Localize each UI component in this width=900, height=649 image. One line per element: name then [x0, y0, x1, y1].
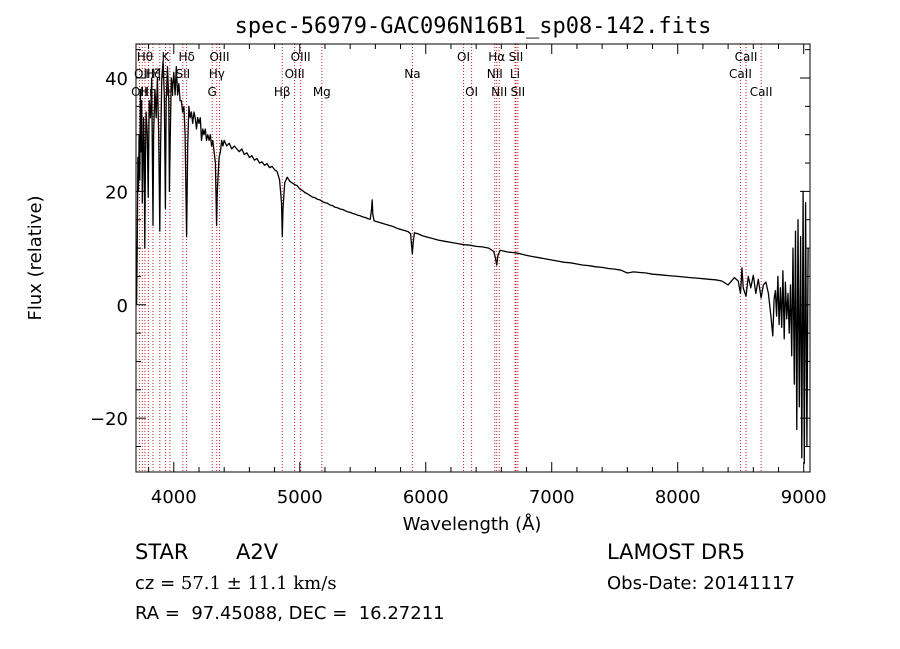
- x-tick-label: 6000: [403, 487, 449, 508]
- spectrum-series: [135, 60, 809, 465]
- line-label: K: [162, 50, 171, 64]
- obs-date: Obs-Date: 20141117: [607, 573, 795, 594]
- x-axis-label: Wavelength (Å): [403, 513, 542, 535]
- line-label: NII: [491, 85, 507, 99]
- y-axis-label: Flux (relative): [25, 195, 46, 320]
- line-label: Hδ: [178, 50, 194, 64]
- y-axis: −20 0 20 40: [90, 49, 810, 447]
- line-markers: [138, 44, 762, 472]
- line-label: CaII: [750, 85, 773, 99]
- x-axis: 4000 5000 6000 7000 8000 9000: [148, 44, 827, 508]
- line-label: SII: [510, 85, 525, 99]
- line-label: SII: [509, 50, 524, 64]
- x-tick-label: 7000: [529, 487, 575, 508]
- line-label: Hζ: [145, 67, 161, 81]
- x-tick-label: 5000: [277, 487, 323, 508]
- chart-title: spec-56979-GAC096N16B1_sp08-142.fits: [235, 14, 712, 39]
- line-label: OIII: [285, 67, 305, 81]
- line-label: OI: [457, 50, 470, 64]
- y-tick-label: −20: [90, 409, 128, 430]
- line-label: Na: [404, 67, 420, 81]
- line-label: OIII: [291, 50, 311, 64]
- line-label: Hε: [152, 67, 168, 81]
- line-label: G: [208, 85, 217, 99]
- line-label: Li: [510, 67, 520, 81]
- x-tick-label: 4000: [151, 487, 197, 508]
- spectrum-line: [135, 60, 809, 465]
- class-label: STAR: [135, 540, 189, 564]
- line-label: OIII: [209, 50, 229, 64]
- survey-label: LAMOST DR5: [607, 540, 746, 564]
- line-label: OII: [134, 67, 151, 81]
- y-tick-label: 20: [105, 182, 128, 203]
- plot-frame: [135, 43, 811, 473]
- subclass-label: A2V: [236, 540, 279, 564]
- line-label: Mg: [313, 85, 331, 99]
- line-label: OI: [465, 85, 478, 99]
- redshift-readout: cz = 57.1 ± 11.1 km/s: [135, 573, 337, 594]
- cz-value: 57.1 ± 11.1 km/s: [180, 573, 337, 594]
- line-label: Hγ: [209, 67, 225, 81]
- line-label: H: [165, 85, 174, 99]
- line-labels: OIIOIIHθHηHζHεKHSIIHδGHγOIIIHβOIIIOIIIMg…: [131, 50, 772, 99]
- line-label: SII: [176, 67, 191, 81]
- x-tick-label: 9000: [781, 487, 827, 508]
- x-tick-label: 8000: [655, 487, 701, 508]
- cz-prefix: cz =: [135, 573, 181, 594]
- line-label: CaII: [729, 67, 752, 81]
- line-label: CaII: [735, 50, 758, 64]
- line-label: OII: [131, 85, 148, 99]
- line-label: Hβ: [274, 85, 291, 99]
- coordinates: RA = 97.45088, DEC = 16.27211: [135, 603, 445, 624]
- line-label: Hα: [488, 50, 505, 64]
- line-label: NII: [487, 67, 503, 81]
- line-label: Hθ: [137, 50, 153, 64]
- line-label: Hη: [140, 85, 157, 99]
- spectrum-chart: spec-56979-GAC096N16B1_sp08-142.fits 400…: [25, 14, 827, 535]
- y-tick-label: 0: [117, 296, 128, 317]
- y-tick-label: 40: [105, 69, 128, 90]
